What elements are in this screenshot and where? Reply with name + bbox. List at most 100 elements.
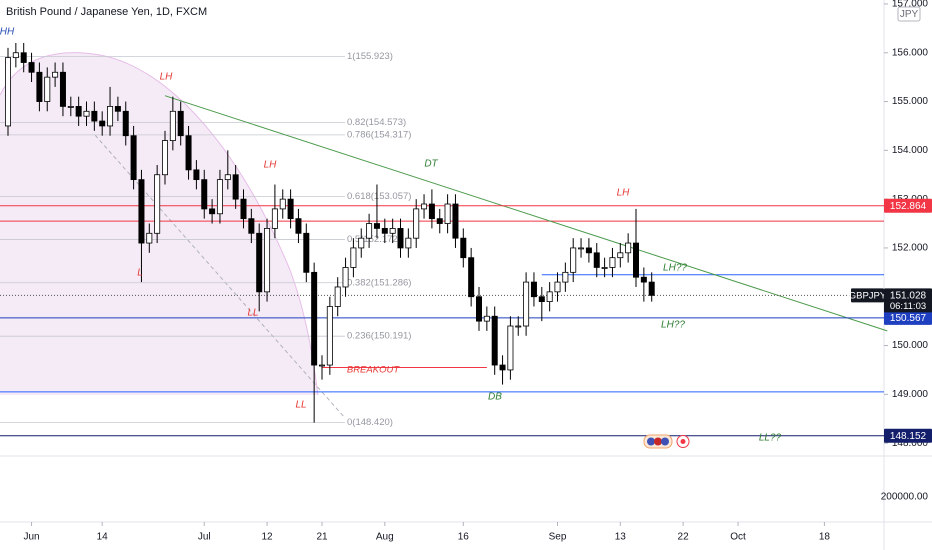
annotation: BREAKOUT [347,365,400,376]
candle-body [201,179,208,210]
annotation: LL [295,400,306,411]
candle-body [507,325,514,371]
candle-body [625,242,632,254]
candle-body [342,267,349,288]
candle-body [36,71,43,102]
axis-layer: 157.000156.000155.000154.000153.000152.0… [23,0,932,543]
candle-body [334,286,341,307]
candle-body [389,228,396,234]
candle-body [366,223,373,239]
last-price-label: 151.028 [890,291,927,302]
annotations-layer: HH LH L LH LL BREAKOUT LL DT DB LH LH?? LH?? LL?? [0,27,782,444]
candle-body [83,110,90,117]
candle-body [397,228,404,249]
flag-icon [661,437,669,446]
y-tick-label: 156.000 [892,47,929,58]
candle-body [279,198,286,210]
candle-body [593,252,600,268]
candle-body [20,52,27,63]
event-icons [643,434,690,449]
candle-body [216,179,223,215]
candle-body [633,242,640,278]
chart-title: British Pound / Japanese Yen, 1D, FXCM [6,6,207,18]
annotation: LH?? [663,263,687,274]
annotation: DB [488,392,502,403]
candle-body [271,208,278,229]
candle-body [444,203,451,224]
candle-body [554,281,561,293]
candle-body [99,120,106,127]
candle-body [154,174,161,234]
price-tag-label: 148.152 [890,431,927,442]
y-tick-label: 157.000 [892,0,929,10]
candle-body [130,135,137,181]
symbol-label: GBPJPY [849,290,887,301]
candle-body [44,76,51,102]
candle-body [240,198,247,220]
candle-body [530,281,537,298]
trendline [164,95,888,332]
candle-body [350,247,357,268]
currency-box [897,6,921,22]
y-tick-label: 155.000 [892,96,929,107]
annotation: LH?? [661,320,685,331]
candle-body [114,106,121,112]
y-tick-label: 154.000 [892,145,929,156]
candle-body [91,110,98,122]
x-tick-label: 18 [819,532,831,543]
candle-body [585,247,592,254]
x-tick-label: Oct [730,532,746,543]
fib-label: 0.236(150.191) [347,331,411,342]
candle-body [177,110,184,137]
candle-body [609,257,616,268]
x-tick-label: 22 [678,532,690,543]
candle-body [209,208,216,215]
countdown-label: 06:11:03 [890,301,926,312]
fib-label: 0.786(154.317) [347,129,411,140]
candle-body [617,252,624,259]
annotation: L [137,268,143,279]
x-tick-label: Jul [198,532,211,543]
annotation: LL [247,308,258,319]
x-tick-label: 16 [458,532,470,543]
annotation: LH [160,72,174,83]
candle-body [138,179,145,244]
last-price-tag [884,288,932,313]
fib-label: 0.5(152.172) [347,234,401,245]
candle-body [570,247,577,273]
currency-label: JPY [900,9,919,20]
y-tick-label: 150.000 [892,340,929,351]
flag-icon [647,437,655,446]
x-tick-label: 13 [615,532,627,543]
price-tag-label: 152.864 [890,201,927,212]
y-tick-label: 148.000 [892,438,929,449]
candle-body [248,218,255,234]
x-tick-label: Jun [23,532,39,543]
lower-pane-label: 200000.00 [881,492,929,503]
candle-body [193,169,200,181]
candle-body [640,276,647,283]
candle-body [75,106,82,117]
candle-body [122,110,129,137]
candle-body [491,315,498,366]
x-tick-label: 21 [316,532,328,543]
candle-body [468,257,475,298]
candle-body [373,223,380,229]
candle-body [295,218,302,234]
annotation: HH [0,27,15,38]
candle-body [648,281,655,296]
candle-body [146,232,153,244]
event-dot-core [680,439,686,444]
fib-label: 0.82(154.573) [347,117,406,128]
candle-body [460,237,467,259]
candle-body [421,203,428,210]
candle-body [436,218,443,224]
candle-body [256,232,263,293]
candle-body [52,71,59,78]
candle-body [12,52,19,59]
candle-body [107,106,114,127]
candle-body [562,271,569,283]
candle-body [264,228,271,293]
candle-body [28,62,35,73]
